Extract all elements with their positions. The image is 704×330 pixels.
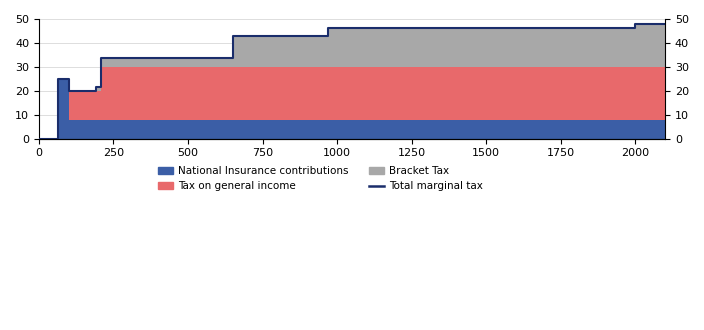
Legend: National Insurance contributions, Tax on general income, Bracket Tax, Total marg: National Insurance contributions, Tax on… bbox=[154, 162, 487, 196]
